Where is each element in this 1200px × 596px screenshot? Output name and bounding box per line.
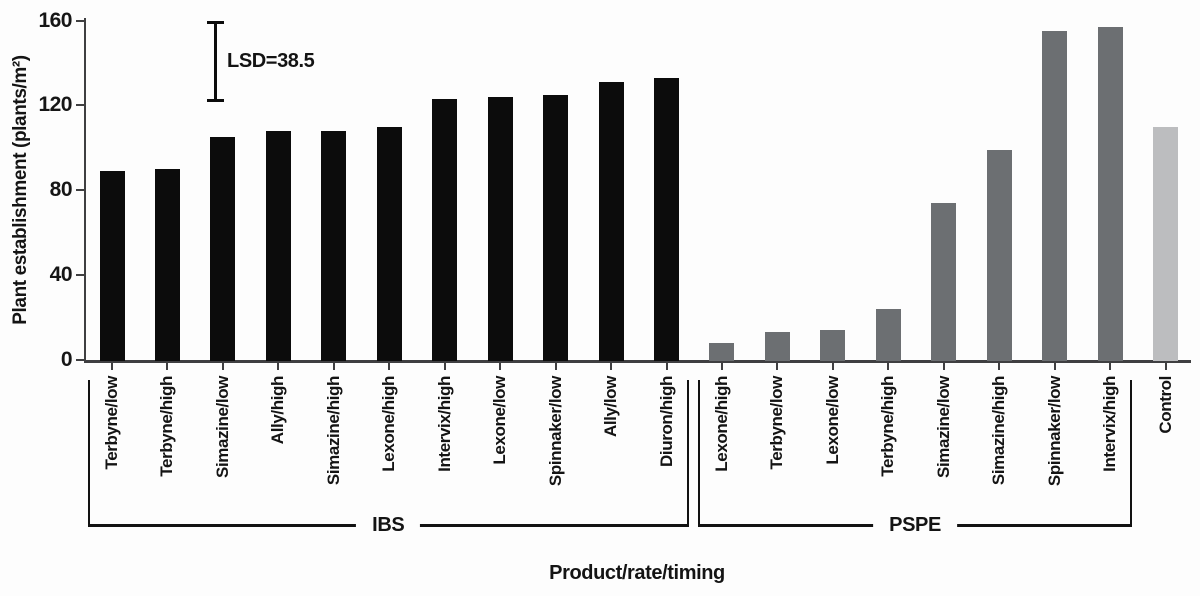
y-axis-line [84,18,86,363]
x-tick-label: Simazine/low [212,376,232,478]
bar [709,343,735,361]
bar [321,130,347,361]
bar [654,77,679,361]
bar [931,203,957,361]
x-tick-label: Lexone/high [379,376,399,472]
x-tick-label: Simazine/low [933,376,953,478]
x-tick-label: Spinnaker/low [1044,376,1064,487]
bar [99,171,125,361]
x-tick-mark [111,363,113,370]
bar [432,99,458,361]
bar [986,149,1012,361]
x-tick-label: Terbyne/low [767,376,787,470]
x-tick-mark [776,363,779,370]
y-tick-label: 80 [49,178,73,202]
bar [820,330,846,361]
group-label: IBS [356,514,421,536]
bracket-vertical [697,380,700,526]
x-tick-mark [610,363,613,370]
y-tick-mark [76,359,85,361]
x-tick-mark [1164,363,1167,370]
x-axis-line [84,360,1191,363]
x-tick-mark [332,363,335,370]
bar [875,309,901,361]
lsd-bottom-cap [207,99,224,103]
y-tick-mark [76,274,85,277]
bar [376,126,402,361]
x-tick-label: Ally/low [601,376,621,438]
x-tick-mark [942,363,945,370]
x-tick-label: Terbyne/high [157,376,177,477]
x-tick-label: Diuron/high [656,376,676,467]
x-tick-label: Intervix/high [1100,376,1120,472]
x-tick-mark [887,363,890,370]
x-tick-mark [166,363,169,370]
lsd-vertical-line [214,20,217,103]
x-tick-label: Simazine/high [989,376,1009,486]
x-tick-mark [221,363,224,370]
x-tick-mark [665,363,668,370]
x-tick-label: Lexone/low [822,376,842,465]
x-tick-label: Lexone/low [490,376,510,465]
x-tick-label: Control [1155,376,1175,434]
bar [210,137,236,361]
x-tick-mark [720,363,723,370]
bar [487,96,513,361]
bar [1042,31,1068,361]
x-tick-mark [1109,363,1112,370]
bar [764,332,790,361]
x-tick-mark [998,363,1001,370]
bracket-vertical [88,380,90,526]
y-tick-mark [76,189,85,192]
x-tick-mark [554,363,557,370]
bar [1153,126,1179,361]
y-tick-label: 0 [60,348,73,371]
x-tick-label: Intervix/high [434,376,454,472]
x-tick-mark [831,363,834,370]
y-tick-label: 40 [49,263,73,287]
bar [1097,26,1123,361]
group-label: PSPE [873,514,957,536]
x-tick-mark [443,363,446,370]
bar [154,169,180,361]
bracket-vertical [686,380,689,526]
lsd-top-cap [207,20,224,24]
x-tick-label: Lexone/high [711,376,731,472]
y-tick-label: 120 [38,93,72,117]
x-tick-label: Ally/high [268,376,288,445]
x-tick-label: Terbyne/low [102,376,121,470]
bracket-vertical [1130,380,1133,526]
y-tick-label: 160 [38,8,72,32]
y-tick-mark [76,104,85,107]
x-tick-mark [499,363,502,370]
x-tick-label: Spinnaker/low [545,376,565,487]
y-tick-mark [76,19,85,22]
x-tick-label: Terbyne/high [878,376,898,477]
x-axis-title: Product/rate/timing [549,562,725,584]
x-tick-mark [1053,363,1056,370]
bar [543,94,569,361]
x-tick-mark [388,363,391,370]
x-tick-label: Simazine/high [323,376,343,486]
bar [265,130,291,361]
bar [598,82,624,361]
x-tick-mark [277,363,280,370]
lsd-label: LSD=38.5 [227,50,315,72]
